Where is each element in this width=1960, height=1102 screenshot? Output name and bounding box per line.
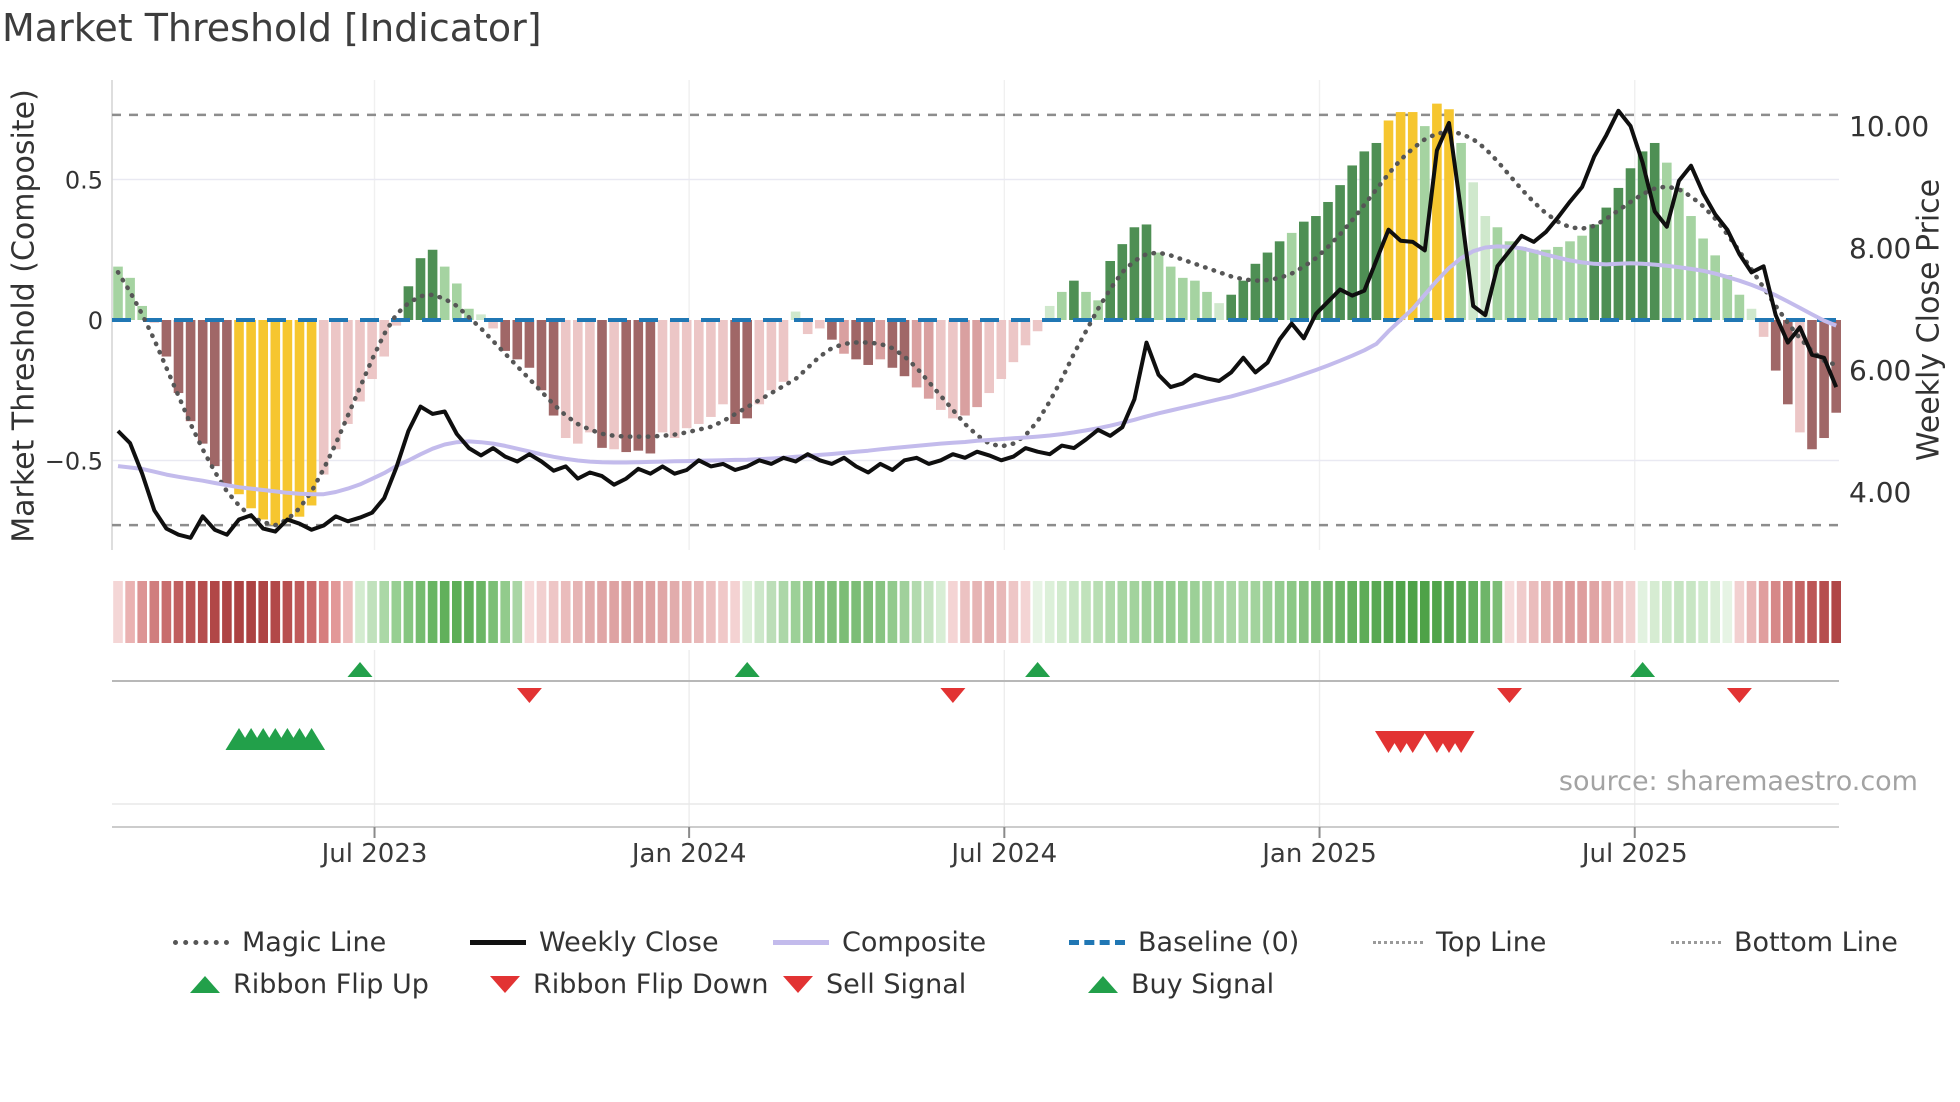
legend-item-bottom-line: Bottom Line bbox=[1671, 925, 1898, 959]
sell-signal-triangle-icon bbox=[783, 975, 813, 993]
composite-sample-icon bbox=[773, 939, 829, 945]
bottom-line-sample-icon bbox=[1671, 940, 1721, 944]
legend-label: Weekly Close bbox=[539, 926, 719, 958]
legend-item-baseline: Baseline (0) bbox=[1069, 925, 1299, 959]
source-note: source: sharemaestro.com bbox=[1558, 766, 1918, 797]
svg-text:Jan 2025: Jan 2025 bbox=[1260, 839, 1377, 869]
flip-down-triangle-icon bbox=[490, 975, 520, 993]
legend-label: Baseline (0) bbox=[1138, 926, 1300, 958]
legend-label: Top Line bbox=[1436, 926, 1547, 958]
flip-up-triangle-icon bbox=[190, 975, 220, 993]
legend-label: Composite bbox=[842, 926, 987, 958]
svg-text:Jul 2023: Jul 2023 bbox=[320, 839, 428, 869]
magic-line-sample-icon bbox=[173, 939, 229, 945]
left-axis-title: Market Threshold (Composite) bbox=[6, 89, 42, 543]
legend-item-ribbon-flip-down: Ribbon Flip Down bbox=[490, 967, 769, 1001]
baseline-sample-icon bbox=[1069, 939, 1125, 945]
svg-text:8.00: 8.00 bbox=[1849, 232, 1911, 265]
right-axis-title: Weekly Close Price bbox=[1911, 178, 1947, 462]
svg-text:10.00: 10.00 bbox=[1849, 110, 1929, 143]
legend-label: Buy Signal bbox=[1131, 968, 1275, 1000]
weekly-close-sample-icon bbox=[470, 939, 526, 945]
legend-item-sell-signal: Sell Signal bbox=[783, 967, 966, 1001]
legend-item-ribbon-flip-up: Ribbon Flip Up bbox=[190, 967, 429, 1001]
legend-label: Ribbon Flip Up bbox=[233, 968, 429, 1000]
legend-label: Ribbon Flip Down bbox=[533, 968, 769, 1000]
legend-item-weekly-close: Weekly Close bbox=[470, 925, 719, 959]
svg-text:6.00: 6.00 bbox=[1849, 354, 1911, 387]
svg-text:Jan 2024: Jan 2024 bbox=[630, 839, 747, 869]
svg-text:Jul 2024: Jul 2024 bbox=[949, 839, 1057, 869]
legend-label: Magic Line bbox=[242, 926, 387, 958]
svg-text:−0.5: −0.5 bbox=[45, 448, 103, 476]
legend-item-top-line: Top Line bbox=[1373, 925, 1546, 959]
svg-text:Jul 2025: Jul 2025 bbox=[1580, 839, 1688, 869]
legend-label: Sell Signal bbox=[826, 968, 967, 1000]
legend-item-composite: Composite bbox=[773, 925, 986, 959]
svg-text:0: 0 bbox=[88, 307, 103, 335]
top-line-sample-icon bbox=[1373, 940, 1423, 944]
legend-label: Bottom Line bbox=[1734, 926, 1898, 958]
chart-title: Market Threshold [Indicator] bbox=[2, 6, 542, 50]
legend-item-magic-line: Magic Line bbox=[173, 925, 386, 959]
legend-item-buy-signal: Buy Signal bbox=[1088, 967, 1274, 1001]
svg-text:4.00: 4.00 bbox=[1849, 476, 1911, 509]
svg-text:0.5: 0.5 bbox=[65, 167, 103, 195]
buy-signal-triangle-icon bbox=[1088, 975, 1118, 993]
